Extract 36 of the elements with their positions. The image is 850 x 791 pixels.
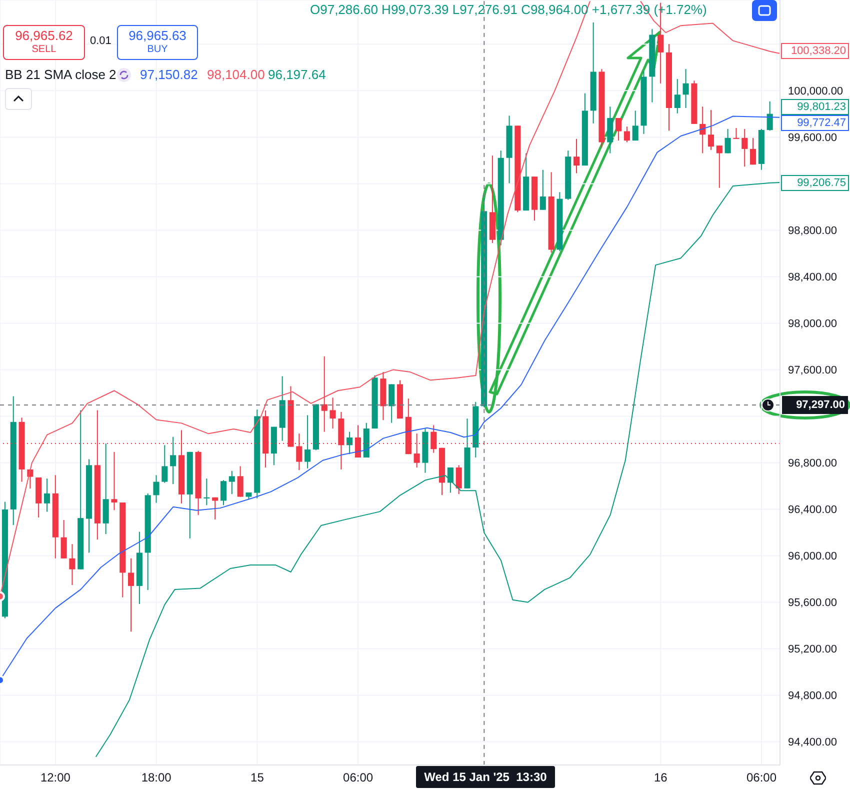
annotation: BB 21 SMA close 2 xyxy=(5,67,116,82)
ref-line-label: Wed 15 Jan '25 13:30 xyxy=(416,766,555,788)
x-tick-label: 16 xyxy=(654,770,668,785)
annotation: 96,197.64 xyxy=(268,67,326,82)
x-tick-label: 06:00 xyxy=(746,770,777,785)
y-tick-label: 97,600.00 xyxy=(788,364,837,377)
text: 99,772.47 xyxy=(781,115,849,132)
x-tick-label: 18:00 xyxy=(141,770,172,785)
x-tick-label: 06:00 xyxy=(343,770,374,785)
y-tick-label: 98,800.00 xyxy=(788,225,837,238)
y-tick-label: 100,000.00 xyxy=(788,86,844,98)
annotation: SELL xyxy=(30,44,58,56)
x-tick-label: 15 xyxy=(250,770,264,785)
buy-price-box: 96,965.63 BUY xyxy=(117,25,198,60)
sell-price-box: 96,965.62 SELL xyxy=(3,25,85,60)
annotation: 97,150.82 xyxy=(140,67,198,82)
y-tick-label: 95,600.00 xyxy=(788,597,837,610)
y-tick-label: 94,800.00 xyxy=(788,690,837,702)
annotation: 0.01 xyxy=(90,35,112,47)
y-tick-label: 95,200.00 xyxy=(788,644,837,656)
y-tick-label: 96,000.00 xyxy=(788,550,837,563)
text: 100,338.20 xyxy=(781,43,849,60)
y-tick-label: 99,600.00 xyxy=(788,132,837,144)
y-tick-label: 96,800.00 xyxy=(788,458,837,470)
annotation: BUY xyxy=(146,44,169,56)
text: 99,206.75 xyxy=(781,174,849,191)
y-tick-label: 98,000.00 xyxy=(788,318,837,330)
y-tick-label: 96,400.00 xyxy=(788,504,837,516)
y-tick-label: 98,400.00 xyxy=(788,272,837,284)
annotation: 96,965.63 xyxy=(128,27,188,44)
ref-line-label: 97,297.00 xyxy=(782,396,848,414)
x-tick-label: 12:00 xyxy=(40,770,71,785)
y-tick-label: 94,400.00 xyxy=(788,736,837,749)
text: 99,801.23 xyxy=(781,99,849,116)
annotation: 96,965.62 xyxy=(14,27,74,44)
annotation: 98,104.00 xyxy=(207,67,265,82)
